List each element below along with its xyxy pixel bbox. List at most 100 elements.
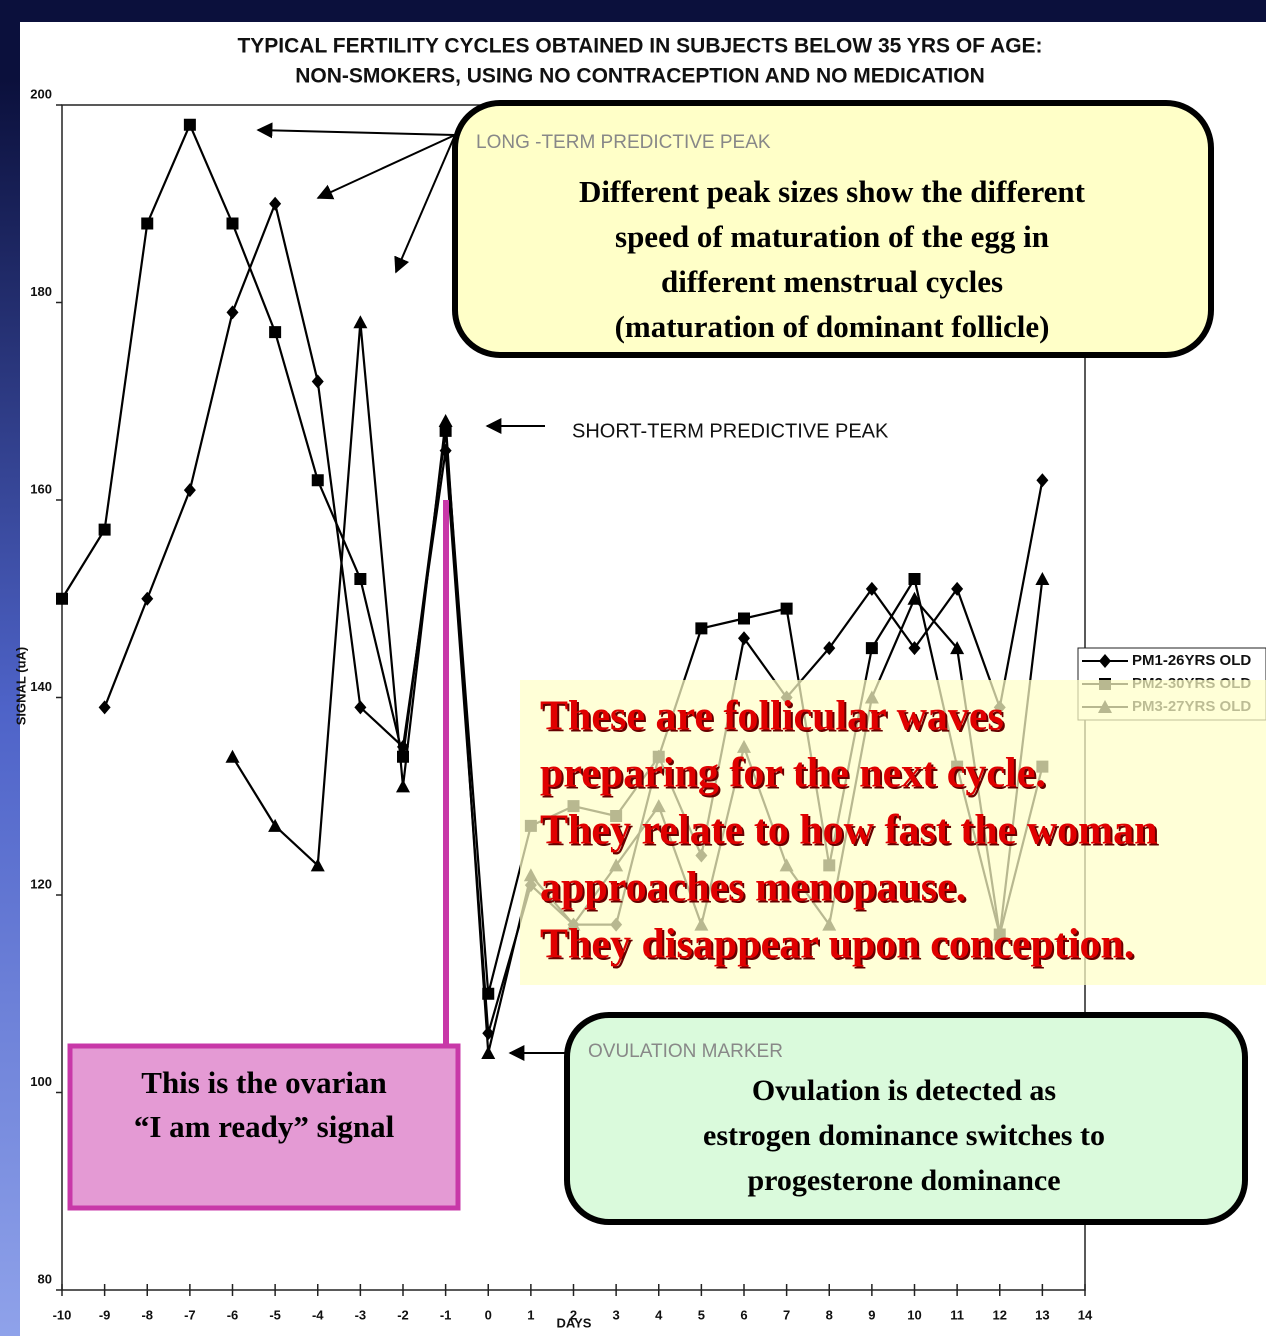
marker-square (98, 523, 111, 536)
y-tick-label: 100 (30, 1074, 52, 1089)
ovulation-box (564, 1012, 1248, 1225)
y-tick-label: 120 (30, 876, 52, 891)
x-tick-label: 5 (698, 1307, 705, 1322)
marker-square (908, 573, 921, 585)
long-term-note: Different peak sizes show the different (579, 174, 1086, 209)
marker-square (141, 217, 154, 230)
x-tick-label: 6 (740, 1307, 747, 1322)
x-tick-label: -7 (184, 1307, 196, 1322)
long-term-note: different menstrual cycles (661, 264, 1003, 299)
x-tick-label: 7 (783, 1307, 790, 1322)
long-term-note: (maturation of dominant follicle) (615, 309, 1050, 344)
x-tick-label: -3 (355, 1307, 367, 1322)
arrow (316, 134, 456, 200)
waves-note: These are follicular waves (540, 694, 1004, 740)
short-term-label: SHORT-TERM PREDICTIVE PEAK (572, 420, 889, 442)
ovulation-note: Ovulation is detected as (752, 1074, 1056, 1107)
x-tick-label: 13 (1035, 1307, 1049, 1322)
marker-square (311, 474, 324, 487)
arrow (394, 134, 456, 274)
legend-label: PM1-26YRS OLD (1132, 652, 1251, 669)
x-tick-label: 10 (907, 1307, 921, 1322)
marker-triangle (268, 818, 283, 832)
marker-square (738, 612, 750, 625)
marker-diamond (311, 374, 324, 389)
side-band (0, 80, 22, 1336)
x-tick-label: 2 (570, 1307, 577, 1322)
x-tick-label: 8 (826, 1307, 833, 1322)
x-tick-label: 14 (1078, 1307, 1093, 1322)
y-tick-label: 180 (30, 284, 52, 299)
y-tick-label: 80 (38, 1271, 52, 1286)
marker-square (269, 326, 282, 339)
x-tick-label: 12 (993, 1307, 1007, 1322)
x-tick-label: 9 (868, 1307, 875, 1322)
marker-diamond (1099, 654, 1111, 668)
marker-square (354, 573, 367, 585)
x-tick-label: -8 (141, 1307, 153, 1322)
marker-triangle (481, 1046, 496, 1059)
marker-diamond (738, 631, 750, 646)
marker-square (56, 592, 68, 605)
marker-diamond (908, 641, 921, 656)
ready-box (67, 1043, 461, 1211)
arrow (256, 122, 456, 139)
x-tick-label: -6 (227, 1307, 239, 1322)
ovulation-note: estrogen dominance switches to (703, 1119, 1105, 1152)
marker-square (695, 622, 708, 635)
marker-diamond (354, 700, 367, 715)
long-term-box (452, 100, 1214, 358)
chart-title: TYPICAL FERTILITY CYCLES OBTAINED IN SUB… (237, 35, 1042, 58)
long-term-label: LONG -TERM PREDICTIVE PEAK (476, 132, 771, 153)
marker-diamond (269, 196, 282, 211)
marker-square (226, 217, 239, 230)
x-tick-label: 4 (655, 1307, 663, 1322)
ready-note: “I am ready” signal (134, 1109, 395, 1144)
marker-square (780, 602, 793, 615)
x-tick-label: 11 (950, 1307, 964, 1322)
x-tick-label: -1 (440, 1307, 452, 1322)
marker-diamond (823, 641, 836, 656)
marker-square (865, 642, 878, 655)
marker-square (183, 118, 196, 131)
ovulation-note: progesterone dominance (747, 1164, 1060, 1197)
waves-note: They disappear upon conception. (540, 922, 1134, 968)
marker-diamond (98, 700, 111, 715)
marker-diamond (141, 591, 154, 606)
marker-triangle (353, 315, 368, 329)
marker-diamond (865, 581, 878, 596)
y-tick-label: 160 (30, 481, 52, 496)
marker-triangle (438, 414, 453, 427)
overlay: LONG -TERM PREDICTIVE PEAK Different peak… (67, 100, 1266, 1225)
x-tick-label: -5 (269, 1307, 281, 1322)
waves-note: They relate to how fast the woman (540, 808, 1158, 854)
x-tick-label: -9 (99, 1307, 111, 1322)
marker-triangle (396, 779, 410, 793)
x-axis-label: DAYS (557, 1315, 592, 1330)
x-tick-label: 0 (485, 1307, 492, 1322)
marker-triangle (950, 641, 965, 655)
waves-note: preparing for the next cycle. (540, 751, 1046, 797)
marker-diamond (1036, 473, 1049, 488)
x-tick-label: -4 (312, 1307, 324, 1322)
ovulation-label: OVULATION MARKER (588, 1041, 783, 1062)
x-tick-label: 1 (527, 1307, 534, 1322)
marker-triangle (310, 858, 325, 872)
marker-diamond (183, 483, 196, 498)
x-tick-label: 3 (613, 1307, 620, 1322)
marker-triangle (1035, 572, 1050, 585)
y-axis-label: SIGNAL (uA) (13, 647, 28, 725)
x-tick-label: -2 (397, 1307, 409, 1322)
waves-box (520, 680, 1266, 985)
ready-note: This is the ovarian (141, 1065, 386, 1100)
chart-title: NON-SMOKERS, USING NO CONTRACEPTION AND … (295, 65, 985, 88)
marker-triangle (225, 749, 240, 763)
marker-diamond (226, 305, 239, 320)
x-tick-label: -10 (53, 1307, 72, 1322)
y-tick-label: 200 (30, 86, 52, 101)
waves-note: approaches menopause. (540, 865, 966, 911)
long-term-note: speed of maturation of the egg in (615, 219, 1049, 254)
marker-diamond (951, 581, 964, 596)
y-tick-label: 140 (30, 679, 52, 694)
